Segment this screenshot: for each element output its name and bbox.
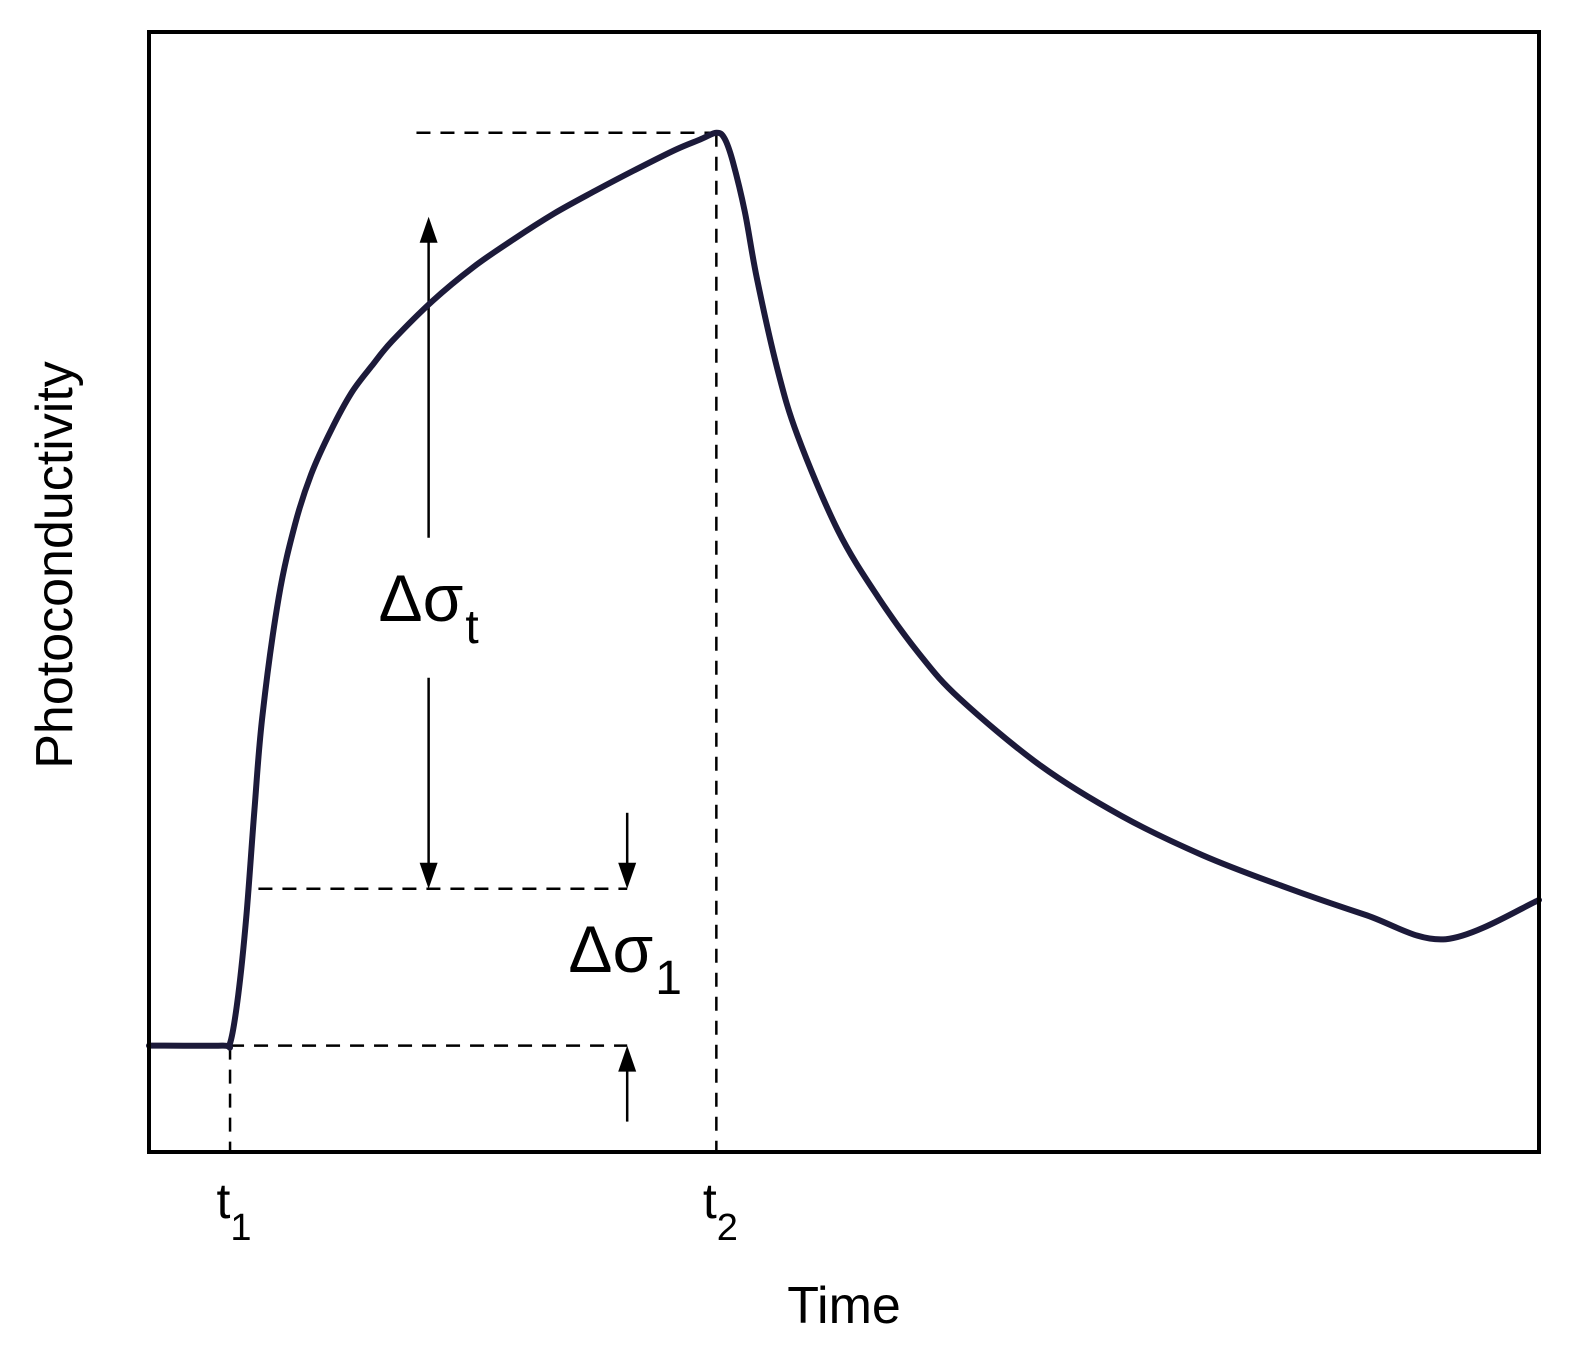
delta-label: Δσt (379, 561, 479, 654)
delta-label: Δσ1 (568, 912, 682, 1005)
photoconductivity-curve (146, 129, 1542, 1051)
x-tick-label: t1 (217, 1173, 252, 1249)
x-tick-label: t2 (703, 1173, 738, 1249)
x-axis-label: Time (787, 1277, 901, 1335)
reference-dashed-lines (228, 131, 718, 1152)
arrowhead (419, 216, 438, 243)
arrowhead (618, 1045, 637, 1072)
x-tick-labels: t1 t2 (217, 1173, 738, 1249)
arrowhead (618, 862, 637, 889)
delta-annotations: Δσt Δσ1 (379, 216, 682, 1122)
plot-frame (147, 30, 1541, 1154)
y-axis-label: Photoconductivity (26, 361, 84, 769)
arrowhead (419, 862, 438, 889)
